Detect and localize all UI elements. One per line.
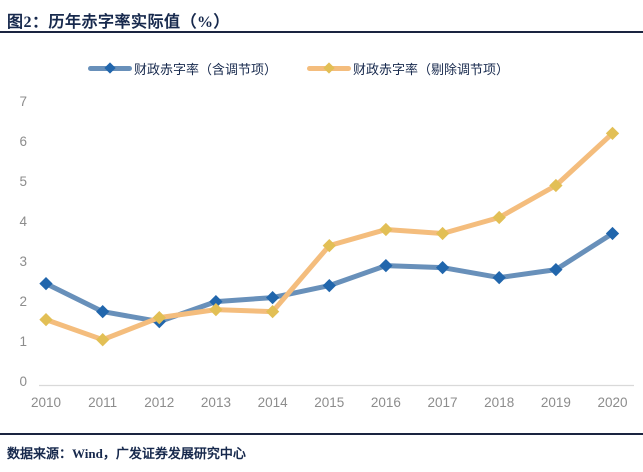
y-tick-label: 0 [19,374,27,389]
series-1-marker [322,278,336,293]
series-2-marker [209,302,223,317]
y-tick-label: 6 [19,134,27,149]
legend-item-series2: 财政赤字率（剔除调节项） [307,59,509,78]
series-1-marker [265,290,280,305]
legend-label-series1: 财政赤字率（含调节项） [134,61,278,77]
series-2-marker [96,333,110,347]
y-tick-label: 5 [19,174,27,189]
figure-title: 图2：历年赤字率实际值（%） [7,14,231,31]
legend-label-series2: 财政赤字率（剔除调节项） [353,61,510,77]
series1-line-swatch-icon [88,62,132,74]
series-line-2 [43,130,615,343]
series-1-marker [379,258,393,273]
series-2-marker [379,222,393,237]
series2-line-swatch-icon [307,62,352,74]
y-tick-label: 7 [19,94,27,109]
x-tick-label: 2010 [31,395,61,410]
series-2-marker [39,312,53,327]
series-1-marker [435,260,450,275]
series-2-marker [265,304,280,319]
x-tick-label: 2017 [428,395,458,410]
source-footer: 数据来源：Wind，广发证券发展研究中心 [0,433,643,472]
x-tick-label: 2018 [484,395,514,410]
x-tick-label: 2019 [541,395,571,410]
x-tick-label: 2012 [144,395,174,410]
series-2-marker [322,238,336,253]
x-tick-label: 2020 [597,395,627,410]
figure-title-bar: 图2：历年赤字率实际值（%） [0,0,643,33]
y-tick-label: 1 [19,334,27,349]
x-tick-label: 2015 [314,395,344,410]
x-tick-label: 2016 [371,395,401,410]
x-tick-label: 2013 [201,395,231,410]
series-1-marker [492,270,506,285]
legend-item-series1: 财政赤字率（含调节项） [88,59,277,78]
x-tick-label: 2014 [258,395,289,410]
y-tick-label: 4 [19,214,27,229]
series-1-marker [96,304,110,319]
series-2-marker [492,210,506,225]
series-2-marker [435,226,450,241]
chart-legend: 财政赤字率（含调节项） 财政赤字率（剔除调节项） [88,59,509,78]
x-tick-label: 2011 [88,395,117,410]
y-tick-label: 2 [19,294,27,309]
series-1-marker [39,276,53,291]
series-1-marker [209,294,223,309]
data-source-text: 数据来源：Wind，广发证券发展研究中心 [7,446,246,461]
y-tick-label: 3 [19,254,27,269]
series-2-marker [152,310,166,325]
